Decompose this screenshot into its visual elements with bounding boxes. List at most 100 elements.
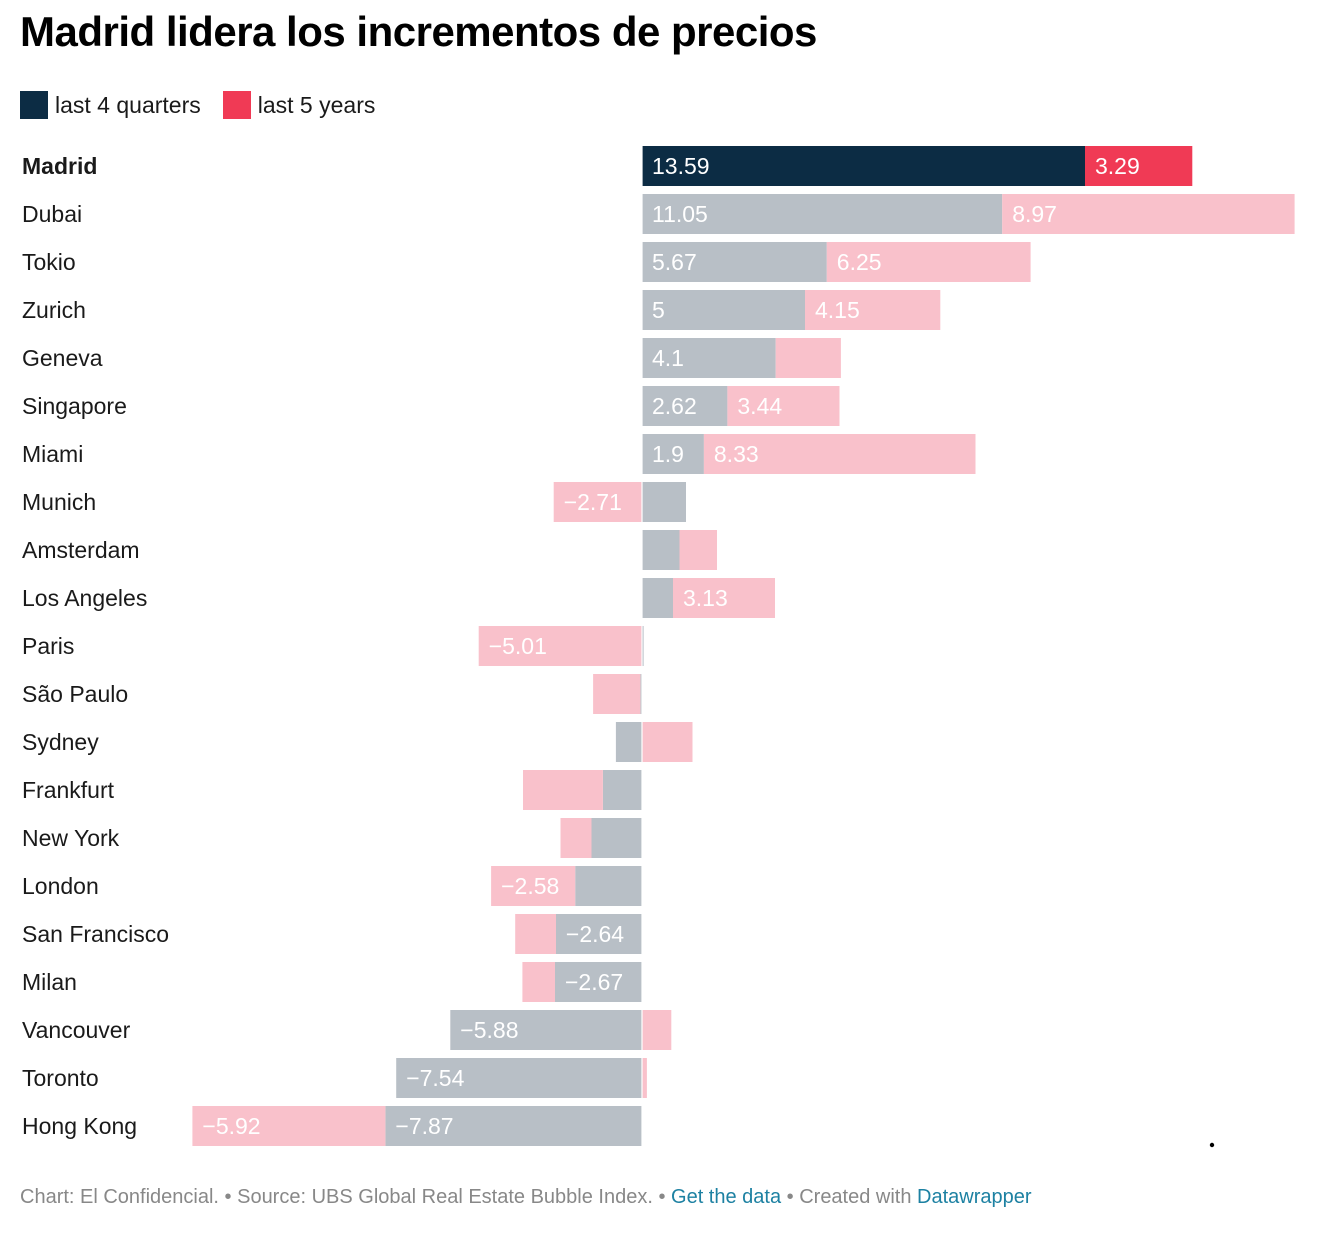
bar-last-4-quarters-frankfurt [602, 770, 642, 810]
value-label-last-4-quarters-san-francisco: −2.64 [566, 921, 624, 947]
value-label-last-4-quarters-milan: −2.67 [565, 969, 623, 995]
get-the-data-link[interactable]: Get the data [671, 1186, 782, 1208]
footer-source-text: Chart: El Confidencial. • Source: UBS Gl… [20, 1186, 672, 1208]
category-label-london: London [22, 873, 99, 899]
bar-last-5-years-amsterdam [679, 530, 717, 570]
category-label-tokio: Tokio [22, 249, 76, 275]
bar-last-5-years-paris [478, 626, 642, 666]
bar-last-5-years-zurich [805, 290, 941, 330]
category-label-paris: Paris [22, 633, 74, 659]
value-label-last-5-years-miami: 8.33 [714, 441, 759, 467]
legend: last 4 quarters last 5 years [20, 90, 397, 120]
bar-last-5-years-sydney [642, 722, 693, 762]
value-label-last-4-quarters-toronto: −7.54 [406, 1065, 464, 1091]
bar-last-4-quarters-milan [555, 962, 642, 1002]
value-label-last-5-years-london: −2.58 [501, 873, 559, 899]
category-label-frankfurt: Frankfurt [22, 777, 115, 803]
bar-last-4-quarters-sydney [615, 722, 642, 762]
bar-last-4-quarters-dubai [642, 194, 1003, 234]
bar-last-5-years-milan [522, 962, 555, 1002]
value-label-last-4-quarters-hong-kong: −7.87 [395, 1113, 453, 1139]
value-label-last-5-years-zurich: 4.15 [815, 297, 860, 323]
bar-last-4-quarters-sao-paulo [640, 674, 642, 714]
value-label-last-5-years-hong-kong: −5.92 [202, 1113, 260, 1139]
category-label-sao-paulo: São Paulo [22, 681, 128, 707]
bar-last-4-quarters-munich [642, 482, 686, 522]
bar-last-4-quarters-vancouver [450, 1010, 642, 1050]
value-label-last-5-years-tokio: 6.25 [837, 249, 882, 275]
bar-last-4-quarters-london [575, 866, 642, 906]
bar-last-5-years-madrid [1085, 146, 1193, 186]
value-label-last-4-quarters-miami: 1.9 [652, 441, 684, 467]
value-label-last-4-quarters-vancouver: −5.88 [460, 1017, 518, 1043]
value-label-last-4-quarters-singapore: 2.62 [652, 393, 697, 419]
category-label-hong-kong: Hong Kong [22, 1113, 137, 1139]
chart-footer: Chart: El Confidencial. • Source: UBS Gl… [20, 1186, 1032, 1209]
value-label-last-4-quarters-zurich: 5 [652, 297, 665, 323]
bar-last-4-quarters-san-francisco [555, 914, 642, 954]
bar-last-5-years-new-york [560, 818, 592, 858]
bar-last-4-quarters-tokio [642, 242, 827, 282]
value-label-last-4-quarters-tokio: 5.67 [652, 249, 697, 275]
category-label-vancouver: Vancouver [22, 1017, 131, 1043]
category-label-san-francisco: San Francisco [22, 921, 169, 947]
value-label-last-5-years-munich: −2.71 [564, 489, 622, 515]
bar-last-5-years-munich [553, 482, 642, 522]
bar-last-5-years-vancouver [642, 1010, 672, 1050]
bar-last-4-quarters-paris [642, 626, 644, 666]
bar-last-5-years-london [491, 866, 576, 906]
chart-title: Madrid lidera los incrementos de precios [20, 8, 817, 55]
category-label-madrid: Madrid [22, 153, 97, 179]
category-label-new-york: New York [22, 825, 120, 851]
value-label-last-5-years-paris: −5.01 [489, 633, 547, 659]
category-label-los-angeles: Los Angeles [22, 585, 147, 611]
legend-label-last-4-quarters: last 4 quarters [55, 91, 201, 118]
bar-last-5-years-tokio [826, 242, 1031, 282]
bar-last-4-quarters-geneva [642, 338, 776, 378]
category-label-dubai: Dubai [22, 201, 82, 227]
bar-last-5-years-sao-paulo [593, 674, 641, 714]
bar-last-4-quarters-toronto [396, 1058, 642, 1098]
value-label-last-5-years-dubai: 8.97 [1012, 201, 1057, 227]
category-label-toronto: Toronto [22, 1065, 99, 1091]
bar-last-5-years-toronto [642, 1058, 647, 1098]
category-label-amsterdam: Amsterdam [22, 537, 140, 563]
datawrapper-link[interactable]: Datawrapper [917, 1186, 1032, 1208]
category-label-geneva: Geneva [22, 345, 103, 371]
bar-last-5-years-dubai [1002, 194, 1295, 234]
decorative-dot [1209, 1142, 1215, 1148]
bar-last-4-quarters-new-york [591, 818, 642, 858]
value-label-last-5-years-madrid: 3.29 [1095, 153, 1140, 179]
category-label-miami: Miami [22, 441, 83, 467]
bar-last-4-quarters-hong-kong [385, 1106, 642, 1146]
bar-last-5-years-frankfurt [523, 770, 603, 810]
bar-last-5-years-geneva [775, 338, 841, 378]
category-label-zurich: Zurich [22, 297, 86, 323]
category-label-munich: Munich [22, 489, 96, 515]
bar-last-4-quarters-singapore [642, 386, 728, 426]
footer-created-with-text: • Created with [781, 1186, 918, 1208]
legend-label-last-5-years: last 5 years [257, 91, 376, 118]
bar-last-5-years-san-francisco [515, 914, 556, 954]
bar-last-4-quarters-zurich [642, 290, 805, 330]
value-label-last-5-years-singapore: 3.44 [737, 393, 782, 419]
legend-swatch-last-5-years [222, 91, 251, 119]
bar-last-5-years-los-angeles [673, 578, 775, 618]
bar-last-5-years-singapore [727, 386, 840, 426]
category-label-sydney: Sydney [22, 729, 99, 755]
legend-item-last-5-years: last 5 years [222, 91, 376, 119]
bar-last-4-quarters-los-angeles [642, 578, 673, 618]
bar-last-5-years-hong-kong [192, 1106, 386, 1146]
value-label-last-4-quarters-dubai: 11.05 [652, 201, 708, 227]
bar-last-4-quarters-amsterdam [642, 530, 680, 570]
legend-item-last-4-quarters: last 4 quarters [20, 91, 201, 119]
category-label-milan: Milan [22, 969, 77, 995]
bar-last-5-years-miami [703, 434, 976, 474]
legend-swatch-last-4-quarters [20, 91, 48, 119]
bar-last-4-quarters-madrid [642, 146, 1085, 186]
value-label-last-4-quarters-geneva: 4.1 [652, 345, 684, 371]
value-label-last-4-quarters-madrid: 13.59 [652, 153, 710, 179]
bar-last-4-quarters-miami [642, 434, 704, 474]
value-label-last-5-years-los-angeles: 3.13 [683, 585, 728, 611]
